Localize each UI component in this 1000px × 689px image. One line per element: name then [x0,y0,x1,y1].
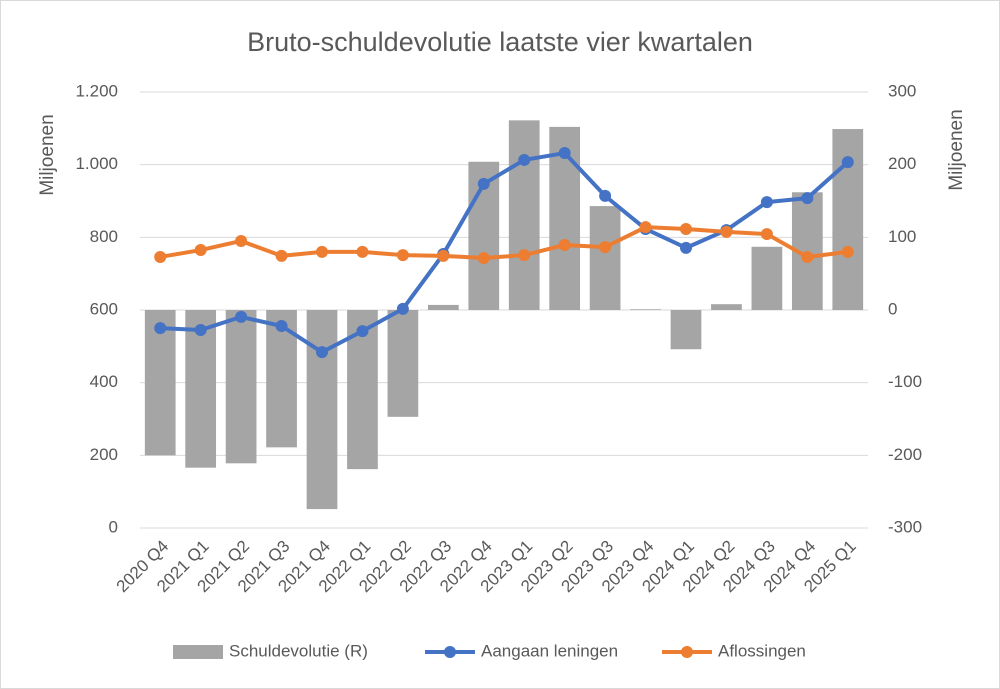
line-marker [235,234,248,247]
bar [751,246,783,310]
line-marker [841,156,854,169]
line-marker [275,249,288,262]
bar [306,310,338,510]
line-marker [518,153,531,166]
bar [711,304,742,310]
line-marker [558,238,571,251]
line-marker [760,228,773,241]
line-marker [356,325,369,338]
line-marker [760,196,773,209]
legend-label: Aangaan leningen [481,641,618,660]
line-marker [599,189,612,202]
line-marker [558,147,571,160]
line-marker [841,245,854,258]
line [159,225,849,261]
y2-tick-label: -100 [888,372,922,391]
line-marker [680,241,692,254]
y-tick-label: 1.000 [75,154,118,173]
line-marker [356,245,369,258]
line-marker [639,221,652,234]
line-marker [235,310,248,323]
line-marker [154,250,167,263]
bar [185,310,217,468]
line-marker [477,252,490,265]
line-marker [275,319,288,332]
line-marker [437,249,450,262]
line-marker [801,192,814,205]
y-tick-label: 0 [109,517,118,536]
line-marker [316,346,328,359]
y-axis-label: Miljoenen [37,114,58,195]
lines [154,147,854,359]
y2-axis-label: Miljoenen [946,109,967,190]
line-marker [194,323,207,336]
grid [140,91,868,529]
line-marker [316,245,328,258]
line-marker [518,249,531,262]
y-tick-label: 200 [90,445,118,464]
line-marker [599,241,612,254]
bars [144,120,864,510]
legend-swatch-marker [444,646,456,658]
y2-tick-label: -200 [888,445,922,464]
y-tick-label: 800 [90,227,118,246]
chart-title: Bruto-schuldevolutie laatste vier kwarta… [247,27,753,57]
y2-tick-label: 0 [888,299,897,318]
y-tick-label: 1.200 [75,81,118,100]
bar [589,206,621,310]
line-marker [477,177,490,190]
y-tick-label: 400 [90,372,118,391]
bar [670,310,702,350]
line [160,151,850,355]
line-marker [680,222,692,235]
y2-tick-label: 200 [888,154,916,173]
y2-tick-label: 100 [888,227,916,246]
line-marker [154,322,167,335]
bar [508,120,540,310]
line-marker [194,244,207,257]
line-marker [396,249,409,262]
y-tick-label: 600 [90,299,118,318]
line-marker [801,250,814,263]
legend-label: Schuldevolutie (R) [229,641,368,660]
y2-tick-label: -300 [888,517,922,536]
bar [144,310,176,456]
bar [387,310,419,417]
bar [427,304,459,310]
bar [630,309,661,310]
y2-tick-label: 300 [888,81,916,100]
bar [225,310,257,464]
line-marker [720,225,733,238]
legend-label: Aflossingen [718,641,806,660]
legend-swatch [173,645,223,659]
line-marker [396,302,409,315]
legend-swatch-marker [681,646,693,658]
